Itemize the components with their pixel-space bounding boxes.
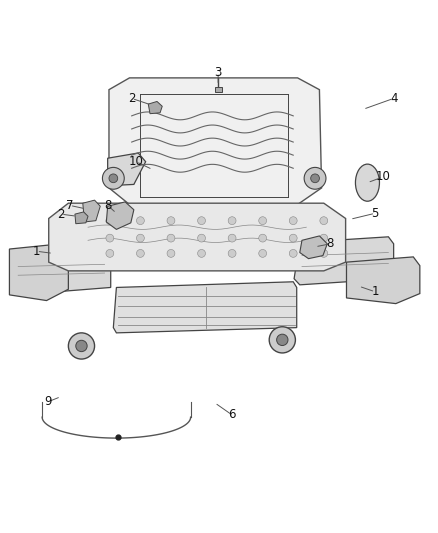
Circle shape xyxy=(311,174,319,183)
Circle shape xyxy=(137,249,145,257)
Polygon shape xyxy=(346,257,420,304)
Circle shape xyxy=(198,234,205,242)
Polygon shape xyxy=(10,244,68,301)
Circle shape xyxy=(198,249,205,257)
Polygon shape xyxy=(300,236,327,259)
Polygon shape xyxy=(294,237,394,285)
Polygon shape xyxy=(109,78,321,205)
Circle shape xyxy=(320,217,328,224)
Text: 7: 7 xyxy=(66,199,74,212)
Circle shape xyxy=(259,234,267,242)
Polygon shape xyxy=(108,153,146,185)
Circle shape xyxy=(289,234,297,242)
Circle shape xyxy=(106,234,114,242)
Circle shape xyxy=(167,234,175,242)
Polygon shape xyxy=(83,200,100,222)
Circle shape xyxy=(289,249,297,257)
Circle shape xyxy=(228,249,236,257)
Ellipse shape xyxy=(356,164,379,201)
Polygon shape xyxy=(215,87,222,92)
Circle shape xyxy=(269,327,295,353)
Polygon shape xyxy=(113,282,297,333)
Text: 10: 10 xyxy=(375,171,390,183)
Circle shape xyxy=(277,334,288,345)
Polygon shape xyxy=(75,212,88,224)
Text: 8: 8 xyxy=(327,237,334,251)
Text: 4: 4 xyxy=(390,92,397,105)
Text: 6: 6 xyxy=(228,408,236,422)
Circle shape xyxy=(198,217,205,224)
Circle shape xyxy=(228,234,236,242)
Circle shape xyxy=(228,217,236,224)
Circle shape xyxy=(167,249,175,257)
Text: 3: 3 xyxy=(215,66,222,79)
Circle shape xyxy=(167,217,175,224)
Text: 8: 8 xyxy=(104,199,111,212)
Circle shape xyxy=(289,217,297,224)
Circle shape xyxy=(304,167,326,189)
Polygon shape xyxy=(106,202,134,229)
Circle shape xyxy=(68,333,95,359)
Circle shape xyxy=(106,217,114,224)
Text: 2: 2 xyxy=(57,208,65,221)
Circle shape xyxy=(106,249,114,257)
Text: 1: 1 xyxy=(33,245,40,258)
Text: 2: 2 xyxy=(128,92,135,105)
Circle shape xyxy=(137,234,145,242)
Text: 9: 9 xyxy=(44,395,52,408)
Circle shape xyxy=(102,167,124,189)
Circle shape xyxy=(259,217,267,224)
Text: 5: 5 xyxy=(371,207,379,220)
Text: 1: 1 xyxy=(371,285,379,298)
Polygon shape xyxy=(49,203,346,271)
Text: 10: 10 xyxy=(129,155,144,168)
Circle shape xyxy=(320,249,328,257)
Circle shape xyxy=(320,234,328,242)
Circle shape xyxy=(137,217,145,224)
Polygon shape xyxy=(12,247,111,295)
Circle shape xyxy=(76,340,87,352)
Circle shape xyxy=(109,174,118,183)
Circle shape xyxy=(259,249,267,257)
Polygon shape xyxy=(148,101,162,114)
